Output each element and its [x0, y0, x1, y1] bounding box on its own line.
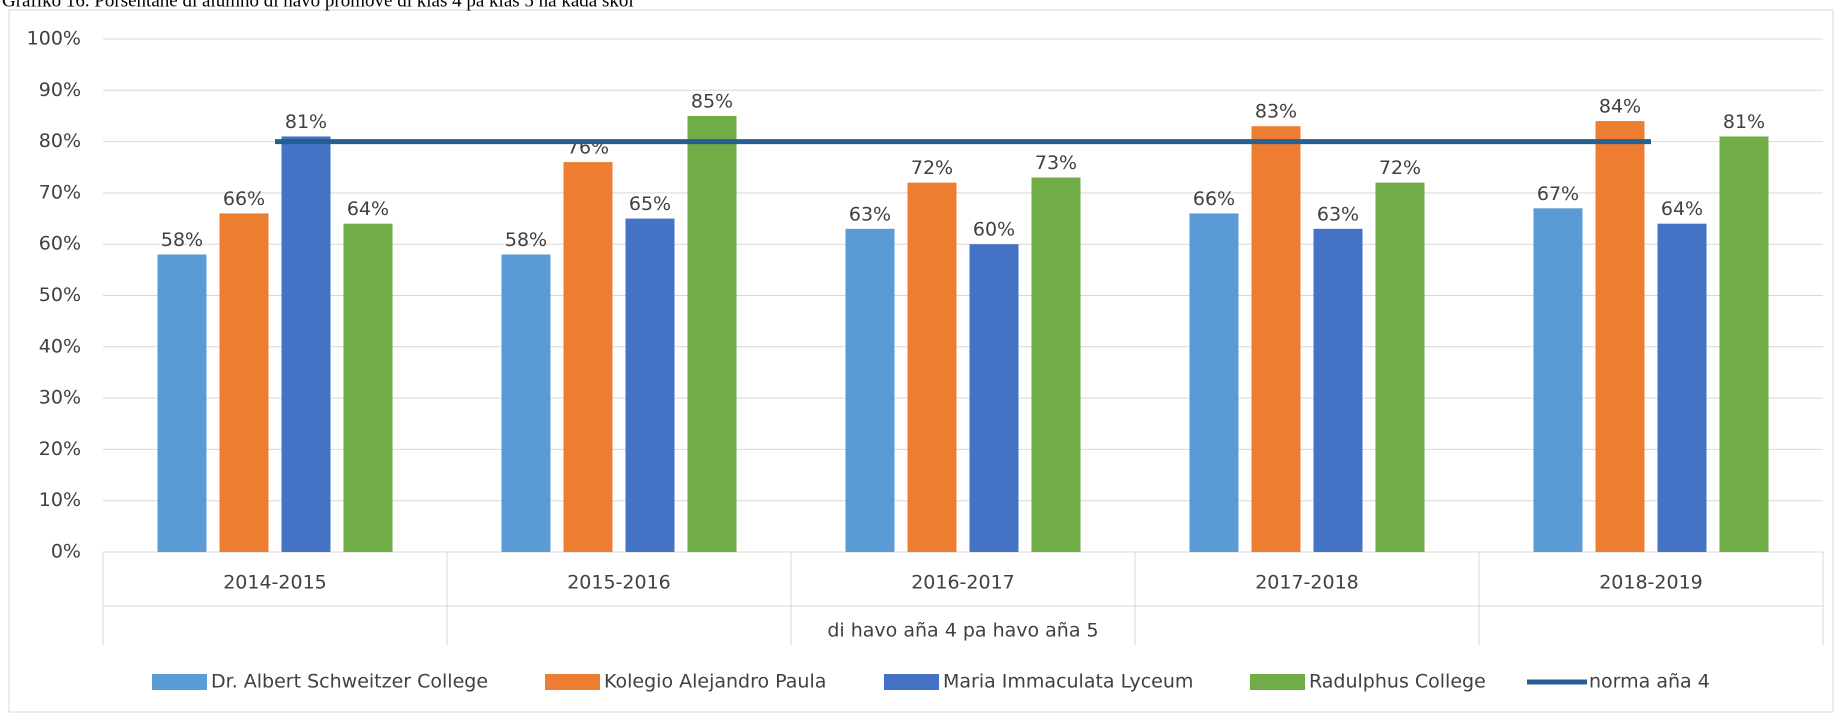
- data-label: 64%: [1661, 198, 1703, 220]
- x-tick-label: 2017-2018: [1255, 572, 1359, 594]
- bar: [1375, 182, 1425, 552]
- y-tick-label: 30%: [39, 387, 81, 409]
- data-label: 60%: [973, 219, 1015, 241]
- bar: [845, 228, 895, 552]
- bar: [157, 254, 207, 552]
- bar: [687, 115, 737, 552]
- data-label: 64%: [347, 198, 389, 220]
- x-tick-label: 2014-2015: [223, 572, 327, 594]
- bar: [563, 162, 613, 552]
- bar: [1189, 213, 1239, 553]
- bar: [625, 218, 675, 553]
- y-tick-label: 100%: [27, 28, 81, 50]
- data-label: 81%: [1723, 111, 1765, 133]
- data-label: 67%: [1537, 183, 1579, 205]
- bar: [907, 182, 957, 552]
- x-tick-label: 2018-2019: [1599, 572, 1703, 594]
- bar: [281, 136, 331, 552]
- data-label: 85%: [691, 90, 733, 112]
- data-label: 58%: [161, 229, 203, 251]
- bar: [1031, 177, 1081, 552]
- chart-title: Grafiko 16. Porsentahe di alumno di havo…: [2, 0, 634, 11]
- y-tick-label: 20%: [39, 438, 81, 460]
- x-axis-title: di havo aña 4 pa havo aña 5: [827, 620, 1098, 642]
- data-label: 63%: [1317, 203, 1359, 225]
- data-label: 72%: [1379, 157, 1421, 179]
- bar: [1251, 126, 1301, 553]
- y-tick-label: 70%: [39, 181, 81, 203]
- data-label: 84%: [1599, 96, 1641, 118]
- x-tick-label: 2015-2016: [567, 572, 671, 594]
- data-label: 58%: [505, 229, 547, 251]
- bar: [969, 244, 1019, 552]
- data-label: 66%: [223, 188, 265, 210]
- legend-swatch: [545, 674, 600, 690]
- legend-label: norma aña 4: [1589, 671, 1710, 693]
- data-label: 66%: [1193, 188, 1235, 210]
- data-label: 63%: [849, 203, 891, 225]
- data-label: 81%: [285, 111, 327, 133]
- bar: [219, 213, 269, 553]
- y-tick-label: 50%: [39, 284, 81, 306]
- bar: [501, 254, 551, 552]
- data-label: 73%: [1035, 152, 1077, 174]
- y-tick-label: 0%: [51, 541, 81, 563]
- y-tick-label: 40%: [39, 335, 81, 357]
- data-label: 72%: [911, 157, 953, 179]
- legend-label: Radulphus College: [1309, 671, 1486, 693]
- legend-label: Dr. Albert Schweitzer College: [211, 671, 488, 693]
- bar: [1595, 121, 1645, 552]
- data-label: 83%: [1255, 101, 1297, 123]
- bar: [1313, 228, 1363, 552]
- y-tick-label: 60%: [39, 233, 81, 255]
- legend-swatch: [1250, 674, 1305, 690]
- bar: [1533, 208, 1583, 553]
- data-label: 65%: [629, 193, 671, 215]
- y-tick-label: 80%: [39, 130, 81, 152]
- bar: [343, 223, 393, 552]
- bar: [1719, 136, 1769, 552]
- legend-label: Kolegio Alejandro Paula: [604, 671, 826, 693]
- x-tick-label: 2016-2017: [911, 572, 1015, 594]
- legend-swatch: [152, 674, 207, 690]
- legend-label: Maria Immaculata Lyceum: [943, 671, 1193, 693]
- legend-swatch: [884, 674, 939, 690]
- bar: [1657, 223, 1707, 552]
- y-tick-label: 90%: [39, 79, 81, 101]
- y-tick-label: 10%: [39, 489, 81, 511]
